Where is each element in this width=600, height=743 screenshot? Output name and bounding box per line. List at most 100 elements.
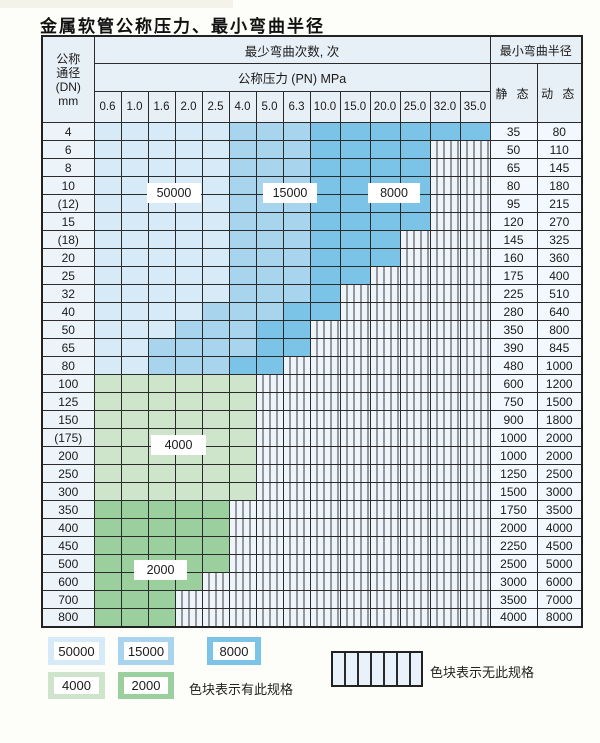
- spec-cell: [429, 590, 461, 609]
- spec-table: 公称 通径 (DN) mm 最少弯曲次数, 次最小弯曲半径 公称压力 (PN) MPa 静 …: [41, 35, 583, 628]
- spec-cell: [369, 284, 401, 303]
- spec-cell: [339, 230, 371, 249]
- static-radius-cell: 1250: [489, 464, 538, 483]
- spec-cell: [429, 266, 461, 285]
- spec-cell: [93, 230, 122, 249]
- spec-cell: [459, 500, 491, 519]
- spec-cell: [429, 428, 461, 447]
- spec-cell: [174, 302, 203, 321]
- spec-cell: [174, 410, 203, 429]
- spec-cell: [459, 158, 491, 177]
- static-radius-cell: 900: [489, 410, 538, 429]
- table-row: 125 750 1500: [41, 392, 583, 411]
- table-row: 600 3000 6000: [41, 572, 583, 591]
- spec-cell: [399, 302, 431, 321]
- spec-cell: [429, 500, 461, 519]
- spec-cell: [255, 428, 284, 447]
- spec-cell: [201, 140, 230, 159]
- spec-cell: [339, 284, 371, 303]
- static-radius-cell: 2500: [489, 554, 538, 573]
- static-radius-cell: 65: [489, 158, 538, 177]
- spec-cell: [399, 590, 431, 609]
- spec-cell: [255, 518, 284, 537]
- spec-cell: [339, 338, 371, 357]
- spec-cell: [174, 140, 203, 159]
- spec-cell: [228, 320, 257, 339]
- spec-cell: [174, 518, 203, 537]
- header-pressure-value: 1.0: [120, 91, 149, 123]
- dn-cell: 15: [41, 212, 95, 231]
- header-row-3: 0.6 1.0 1.6 2.0 2.5 4.0 5.0 6.3 10.0 15.0 20.0 25.0…: [42, 91, 582, 123]
- spec-cell: [282, 248, 311, 267]
- spec-cell: [174, 608, 203, 627]
- spec-cell: [459, 140, 491, 159]
- header-dn-line: mm: [58, 93, 79, 108]
- dn-cell: 32: [41, 284, 95, 303]
- table-row: 200 1000 2000: [41, 446, 583, 465]
- spec-cell: [201, 302, 230, 321]
- spec-cell: [309, 608, 341, 627]
- spec-cell: [399, 572, 431, 591]
- spec-cell: [459, 338, 491, 357]
- spec-cell: [369, 464, 401, 483]
- spec-cell: [429, 122, 461, 141]
- spec-cell: [339, 248, 371, 267]
- dynamic-radius-cell: 7000: [536, 590, 583, 609]
- static-radius-cell: 95: [489, 194, 538, 213]
- spec-cell: [255, 446, 284, 465]
- spec-cell: [120, 392, 149, 411]
- dynamic-radius-cell: 5000: [536, 554, 583, 573]
- table-row: (175) 1000 2000: [41, 428, 583, 447]
- spec-cell: [201, 464, 230, 483]
- legend-swatch-8000: 8000: [207, 637, 261, 665]
- spec-cell: [282, 572, 311, 591]
- spec-cell: [201, 248, 230, 267]
- spec-cell: [255, 536, 284, 555]
- table-row: 20 160 360: [41, 248, 583, 267]
- dn-cell: (175): [41, 428, 95, 447]
- spec-cell: [93, 608, 122, 627]
- spec-cell: [201, 428, 230, 447]
- spec-cell: [174, 248, 203, 267]
- spec-cell: [369, 230, 401, 249]
- spec-cell: [399, 122, 431, 141]
- dn-cell: 4: [41, 122, 95, 141]
- spec-cell: [399, 338, 431, 357]
- spec-cell: [174, 122, 203, 141]
- spec-cell: [147, 266, 176, 285]
- spec-cell: [309, 410, 341, 429]
- spec-cell: [228, 194, 257, 213]
- spec-cell: [255, 374, 284, 393]
- spec-cell: [120, 410, 149, 429]
- spec-cell: [93, 248, 122, 267]
- static-radius-cell: 175: [489, 266, 538, 285]
- spec-cell: [282, 536, 311, 555]
- static-radius-cell: 1000: [489, 446, 538, 465]
- spec-cell: [459, 284, 491, 303]
- spec-cell: [309, 482, 341, 501]
- spec-cell: [255, 248, 284, 267]
- table-row: 6 50 110: [41, 140, 583, 159]
- dynamic-radius-cell: 110: [536, 140, 583, 159]
- spec-cell: [120, 212, 149, 231]
- spec-cell: [147, 212, 176, 231]
- spec-cell: [429, 608, 461, 627]
- spec-cell: [369, 320, 401, 339]
- spec-cell: [459, 410, 491, 429]
- spec-cell: [174, 536, 203, 555]
- legend-swatch-15000: 15000: [118, 637, 174, 665]
- spec-cell: [369, 410, 401, 429]
- table-row: 800 4000 8000: [41, 608, 583, 627]
- table-row: 700 3500 7000: [41, 590, 583, 609]
- spec-cell: [309, 572, 341, 591]
- dynamic-radius-cell: 145: [536, 158, 583, 177]
- spec-cell: [120, 518, 149, 537]
- spec-cell: [282, 284, 311, 303]
- dn-cell: 400: [41, 518, 95, 537]
- header-radius-title: 最小弯曲半径: [489, 35, 583, 64]
- dn-cell: 250: [41, 464, 95, 483]
- spec-cell: [399, 428, 431, 447]
- spec-cell: [147, 230, 176, 249]
- header-row-2: 公称压力 (PN) MPa 静 态动 态: [42, 63, 583, 123]
- spec-cell: [120, 374, 149, 393]
